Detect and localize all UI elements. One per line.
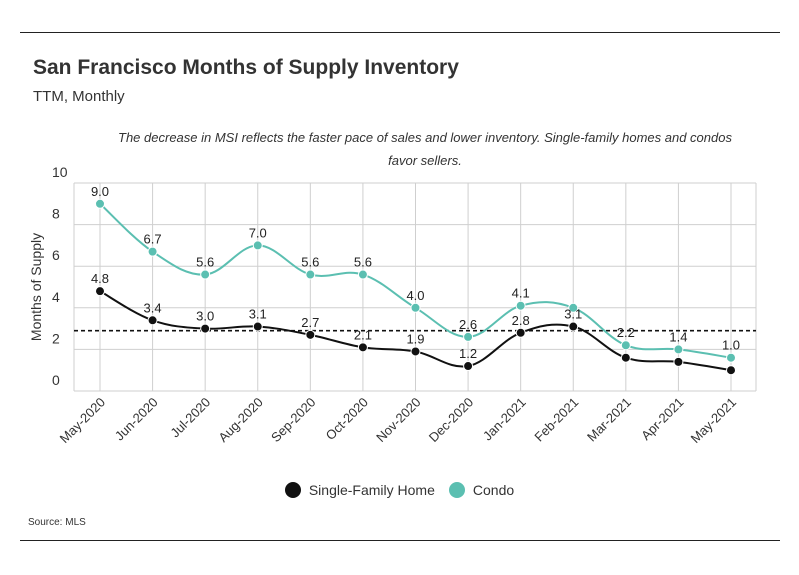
point-sfh-0 — [95, 286, 105, 297]
y-tick-label: 8 — [52, 206, 60, 222]
x-tick-label: May-2021 — [688, 395, 739, 446]
series-points — [95, 198, 736, 376]
data-label-condo-2: 5.6 — [196, 255, 214, 270]
data-label-sfh-2: 3.0 — [196, 309, 214, 324]
legend-label-sfh: Single-Family Home — [308, 482, 435, 498]
point-condo-4 — [305, 269, 316, 280]
point-condo-6 — [410, 302, 421, 313]
data-label-condo-10: 2.2 — [617, 325, 635, 340]
point-sfh-7 — [463, 361, 474, 372]
x-tick-label: Jun-2020 — [112, 395, 161, 444]
data-label-condo-4: 5.6 — [301, 255, 319, 270]
point-condo-8 — [515, 300, 526, 311]
data-label-condo-11: 1.4 — [669, 329, 687, 344]
x-tick-label: Feb-2021 — [531, 395, 581, 445]
point-sfh-12 — [726, 365, 736, 376]
legend: Single-Family Home Condo — [0, 482, 799, 498]
data-label-sfh-6: 1.9 — [406, 331, 424, 346]
point-sfh-11 — [673, 356, 684, 367]
legend-item-condo: Condo — [448, 482, 515, 498]
x-tick-label: Dec-2020 — [426, 395, 476, 445]
data-label-condo-8: 4.1 — [512, 286, 530, 301]
point-sfh-8 — [515, 327, 526, 338]
data-label-sfh-5: 2.1 — [354, 327, 372, 342]
y-axis: 0 2 4 6 8 10 Months of Supply — [28, 164, 68, 388]
y-tick-label: 0 — [52, 372, 60, 388]
point-condo-0 — [95, 198, 105, 209]
point-condo-3 — [252, 240, 263, 251]
x-tick-label: Aug-2020 — [215, 395, 265, 445]
data-label-sfh-8: 2.8 — [512, 313, 530, 328]
chart-plot: 4.8 3.4 3.0 3.1 2.7 2.1 1.9 1.2 2.8 3.1 9.0 6.7 5.6 7… — [28, 164, 757, 446]
data-label-condo-5: 5.6 — [354, 255, 372, 270]
data-labels: 4.8 3.4 3.0 3.1 2.7 2.1 1.9 1.2 2.8 3.1 9.0 6.7 5.6 7… — [91, 184, 740, 361]
point-sfh-5 — [357, 342, 368, 353]
y-axis-label: Months of Supply — [28, 233, 44, 341]
x-tick-label: Mar-2021 — [584, 395, 634, 445]
point-sfh-2 — [200, 323, 211, 334]
data-label-condo-3: 7.0 — [249, 225, 267, 240]
data-label-condo-12: 1.0 — [722, 338, 740, 353]
point-condo-11 — [673, 344, 684, 355]
data-label-sfh-0: 4.8 — [91, 271, 109, 286]
legend-marker-condo — [448, 482, 465, 498]
x-axis: May-2020 Jun-2020 Jul-2020 Aug-2020 Sep-2020… — [57, 395, 739, 446]
x-tick-label: Apr-2021 — [638, 395, 686, 443]
data-label-sfh-3: 3.1 — [249, 307, 267, 322]
data-label-condo-6: 4.0 — [406, 288, 424, 303]
source-note: Source: MLS — [28, 517, 86, 528]
data-label-condo-1: 6.7 — [144, 232, 162, 247]
x-tick-label: Nov-2020 — [373, 395, 423, 445]
point-condo-12 — [726, 352, 736, 363]
point-sfh-6 — [410, 346, 421, 357]
data-label-sfh-1: 3.4 — [144, 300, 162, 315]
chart-title: San Francisco Months of Supply Inventory — [33, 56, 459, 79]
x-tick-label: May-2020 — [57, 395, 108, 446]
legend-label-condo: Condo — [472, 482, 515, 498]
data-label-sfh-7: 1.2 — [459, 346, 477, 361]
legend-marker-sfh — [284, 482, 301, 498]
y-tick-label: 10 — [52, 164, 68, 180]
point-condo-9 — [568, 302, 579, 313]
point-condo-2 — [200, 269, 211, 280]
x-tick-label: Sep-2020 — [268, 395, 318, 445]
point-condo-7 — [463, 331, 474, 342]
point-condo-5 — [357, 269, 368, 280]
point-sfh-10 — [620, 352, 631, 363]
y-tick-label: 6 — [52, 247, 60, 263]
point-sfh-3 — [252, 321, 263, 332]
point-sfh-9 — [568, 321, 579, 332]
legend-item-sfh: Single-Family Home — [284, 482, 435, 498]
y-tick-label: 4 — [52, 289, 60, 305]
chart-annotation: The decrease in MSI reflects the faster … — [118, 130, 732, 168]
data-label-sfh-4: 2.7 — [301, 315, 319, 330]
top-rule — [20, 32, 780, 33]
point-condo-1 — [147, 246, 158, 257]
bottom-rule — [20, 540, 780, 541]
data-label-sfh-9: 3.1 — [564, 307, 582, 322]
data-label-condo-7: 2.6 — [459, 317, 477, 332]
point-sfh-4 — [305, 329, 316, 340]
chart-subtitle: TTM, Monthly — [33, 88, 125, 105]
y-tick-label: 2 — [52, 330, 60, 346]
x-tick-label: Oct-2020 — [323, 395, 371, 443]
x-tick-label: Jul-2020 — [167, 395, 213, 441]
point-sfh-1 — [147, 315, 158, 326]
data-label-condo-0: 9.0 — [91, 184, 109, 199]
point-condo-10 — [620, 340, 631, 351]
x-tick-label: Jan-2021 — [480, 395, 529, 444]
